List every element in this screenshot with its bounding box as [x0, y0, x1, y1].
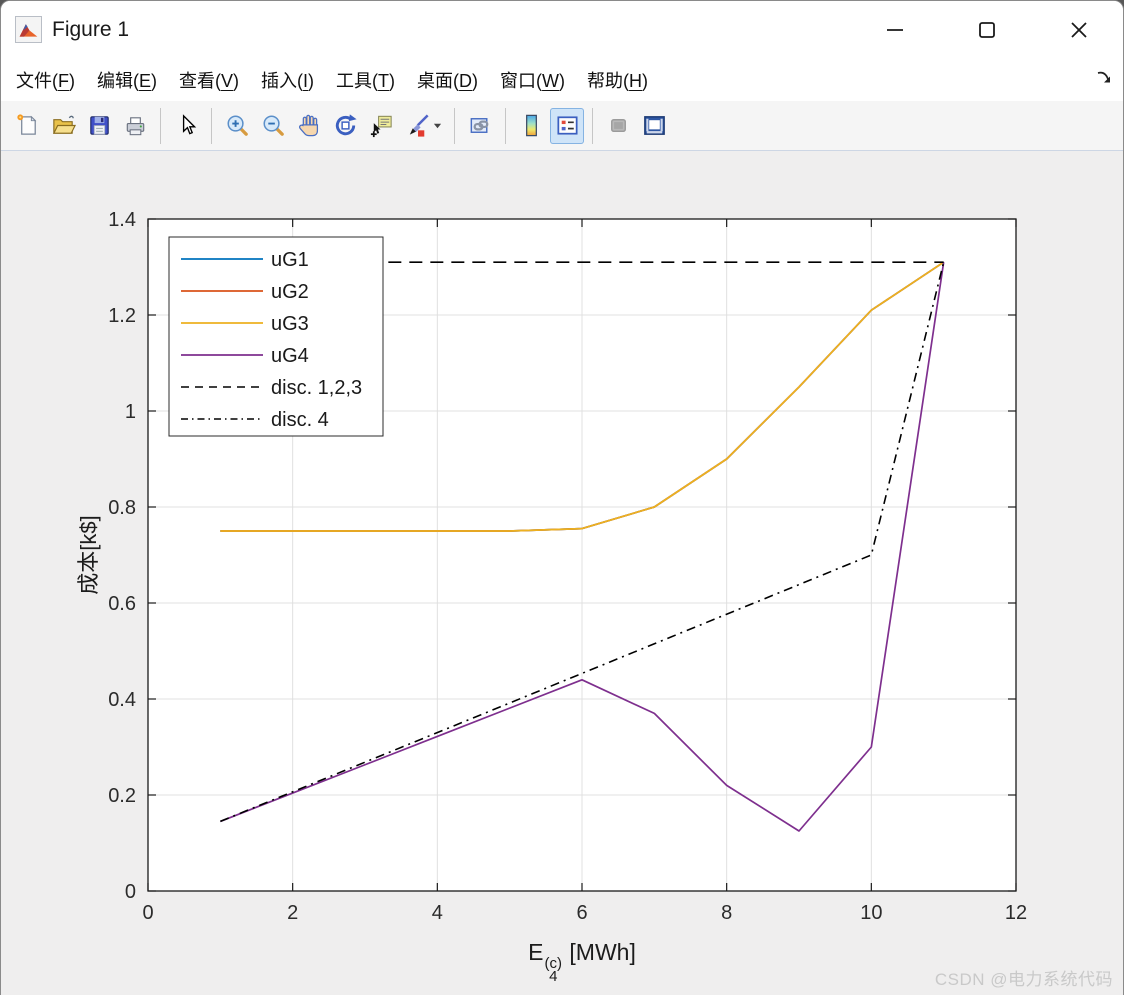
xlabel-subscript: 4: [549, 967, 558, 985]
pan-button[interactable]: [292, 108, 326, 144]
dock-figure-arrow-icon[interactable]: [1095, 68, 1113, 91]
chart-svg[interactable]: 0 2 4 6 8 10 1200.20.40.60.811.21.4uG1uG2uG3uG…: [1, 151, 1124, 995]
toolbar-separator: [592, 107, 593, 144]
new-file-icon: [16, 114, 36, 135]
svg-text:0: 0: [142, 902, 153, 924]
svg-text:2: 2: [287, 902, 298, 924]
series-ug4[interactable]: [220, 262, 945, 832]
menu-item-d[interactable]: 桌面(D): [417, 70, 479, 91]
insert-colorbar-button[interactable]: [514, 108, 548, 144]
link-plot-button[interactable]: [463, 108, 497, 144]
legend-label: uG3: [271, 313, 309, 335]
matlab-logo-icon: [15, 16, 42, 43]
print-figure-button[interactable]: [118, 108, 152, 144]
show-plot-tools-icon: [643, 116, 665, 135]
svg-text:1: 1: [125, 401, 136, 423]
titlebar: Figure 1: [1, 1, 1123, 58]
toolbar: [1, 101, 1123, 151]
window-title: Figure 1: [52, 17, 130, 41]
svg-text:0.6: 0.6: [108, 593, 136, 615]
brush-icon: [409, 114, 429, 137]
svg-text:6: 6: [576, 902, 587, 924]
menu-item-e[interactable]: 编辑(E): [97, 70, 158, 91]
brush-data-button[interactable]: [400, 108, 446, 144]
legend-label: uG2: [271, 281, 309, 303]
zoom-out-icon: [262, 115, 284, 136]
legend-label: disc. 1,2,3: [271, 377, 362, 399]
tick-labels: 0 2 4 6 8 10 12 0 0.2 0.4 0.6 0.8 1 1.2 1.4: [108, 209, 1027, 924]
xlabel-base: E: [528, 939, 544, 965]
menu-item-f[interactable]: 文件(F): [16, 70, 75, 91]
plot-tools-off-icon: [610, 118, 626, 133]
series-disc-4[interactable]: [220, 262, 945, 823]
legend-box[interactable]: uG1 uG2 uG3 uG4 disc. 1,2,3 disc. 4: [168, 236, 384, 437]
toolbar-separator: [505, 107, 506, 144]
dropdown-caret-icon: [433, 123, 441, 129]
toolbar-separator: [160, 107, 161, 144]
legend-label: disc. 4: [271, 409, 329, 431]
menu-item-h[interactable]: 帮助(H): [587, 70, 649, 91]
series-ug3[interactable]: [220, 261, 945, 532]
minimize-button[interactable]: [865, 8, 925, 52]
show-plot-tools-button[interactable]: [637, 108, 671, 144]
menu-item-v[interactable]: 查看(V): [179, 70, 240, 91]
svg-text:12: 12: [1005, 902, 1027, 924]
menu-item-i[interactable]: 插入(I): [261, 70, 315, 91]
xlabel-unit: [MWh]: [563, 939, 636, 965]
maximize-button[interactable]: [957, 8, 1017, 52]
svg-text:8: 8: [721, 902, 732, 924]
zoom-in-button[interactable]: [220, 108, 254, 144]
save-icon: [89, 116, 109, 135]
svg-text:0.8: 0.8: [108, 497, 136, 519]
cursor-arrow-icon: [182, 114, 196, 135]
rotate-3d-icon: [335, 114, 357, 136]
axis-ticks: [147, 218, 1017, 892]
watermark: CSDN @电力系统代码: [934, 970, 1113, 989]
hide-plot-tools-button[interactable]: [601, 108, 635, 144]
menu-items: 文件(F) 编辑(E) 查看(V) 插入(I) 工具(T) 桌面(D) 窗口(W) 帮助(H): [5, 67, 659, 93]
menu-item-w[interactable]: 窗口(W): [500, 70, 566, 91]
svg-text:0: 0: [125, 881, 136, 903]
insert-legend-button[interactable]: [550, 107, 584, 144]
svg-text:1.4: 1.4: [108, 209, 136, 231]
link-plots-icon: [470, 118, 488, 133]
edit-plot-button[interactable]: [169, 108, 203, 144]
xlabel-superscript: (c): [544, 955, 563, 972]
svg-text:1.2: 1.2: [108, 305, 136, 327]
zoom-in-icon: [226, 115, 248, 136]
pan-hand-icon: [298, 114, 318, 137]
legend-label: uG4: [271, 345, 309, 367]
colorbar-icon: [525, 114, 537, 137]
svg-text:10: 10: [860, 902, 882, 924]
toolbar-separator: [211, 107, 212, 144]
close-button[interactable]: [1049, 8, 1109, 52]
svg-text:0.2: 0.2: [108, 785, 136, 807]
data-cursor-button[interactable]: [364, 108, 398, 144]
y-axis-label: 成本[k$]: [76, 515, 101, 595]
menubar: 文件(F) 编辑(E) 查看(V) 插入(I) 工具(T) 桌面(D) 窗口(W) 帮助(H): [1, 58, 1123, 101]
legend-icon: [556, 116, 578, 135]
open-folder-icon: [52, 115, 76, 134]
x-axis-label: E (c) 4 [MWh]: [148, 939, 1016, 984]
save-figure-button[interactable]: [82, 108, 116, 144]
svg-text:4: 4: [432, 902, 443, 924]
legend-label: uG1: [271, 249, 309, 271]
printer-icon: [126, 117, 144, 136]
figure-canvas[interactable]: 0 2 4 6 8 10 12 0 0.2 0.4 0.6 0.8 1 1.2 1.4 uG1 uG2 uG3 uG…: [1, 151, 1124, 995]
zoom-out-button[interactable]: [256, 108, 290, 144]
new-figure-button[interactable]: [10, 108, 44, 144]
open-file-button[interactable]: [46, 108, 80, 144]
svg-text:0.4: 0.4: [108, 689, 136, 711]
datatip-icon: [370, 115, 392, 138]
menu-item-t[interactable]: 工具(T): [336, 70, 396, 91]
toolbar-separator: [454, 107, 455, 144]
rotate-3d-button[interactable]: [328, 108, 362, 144]
